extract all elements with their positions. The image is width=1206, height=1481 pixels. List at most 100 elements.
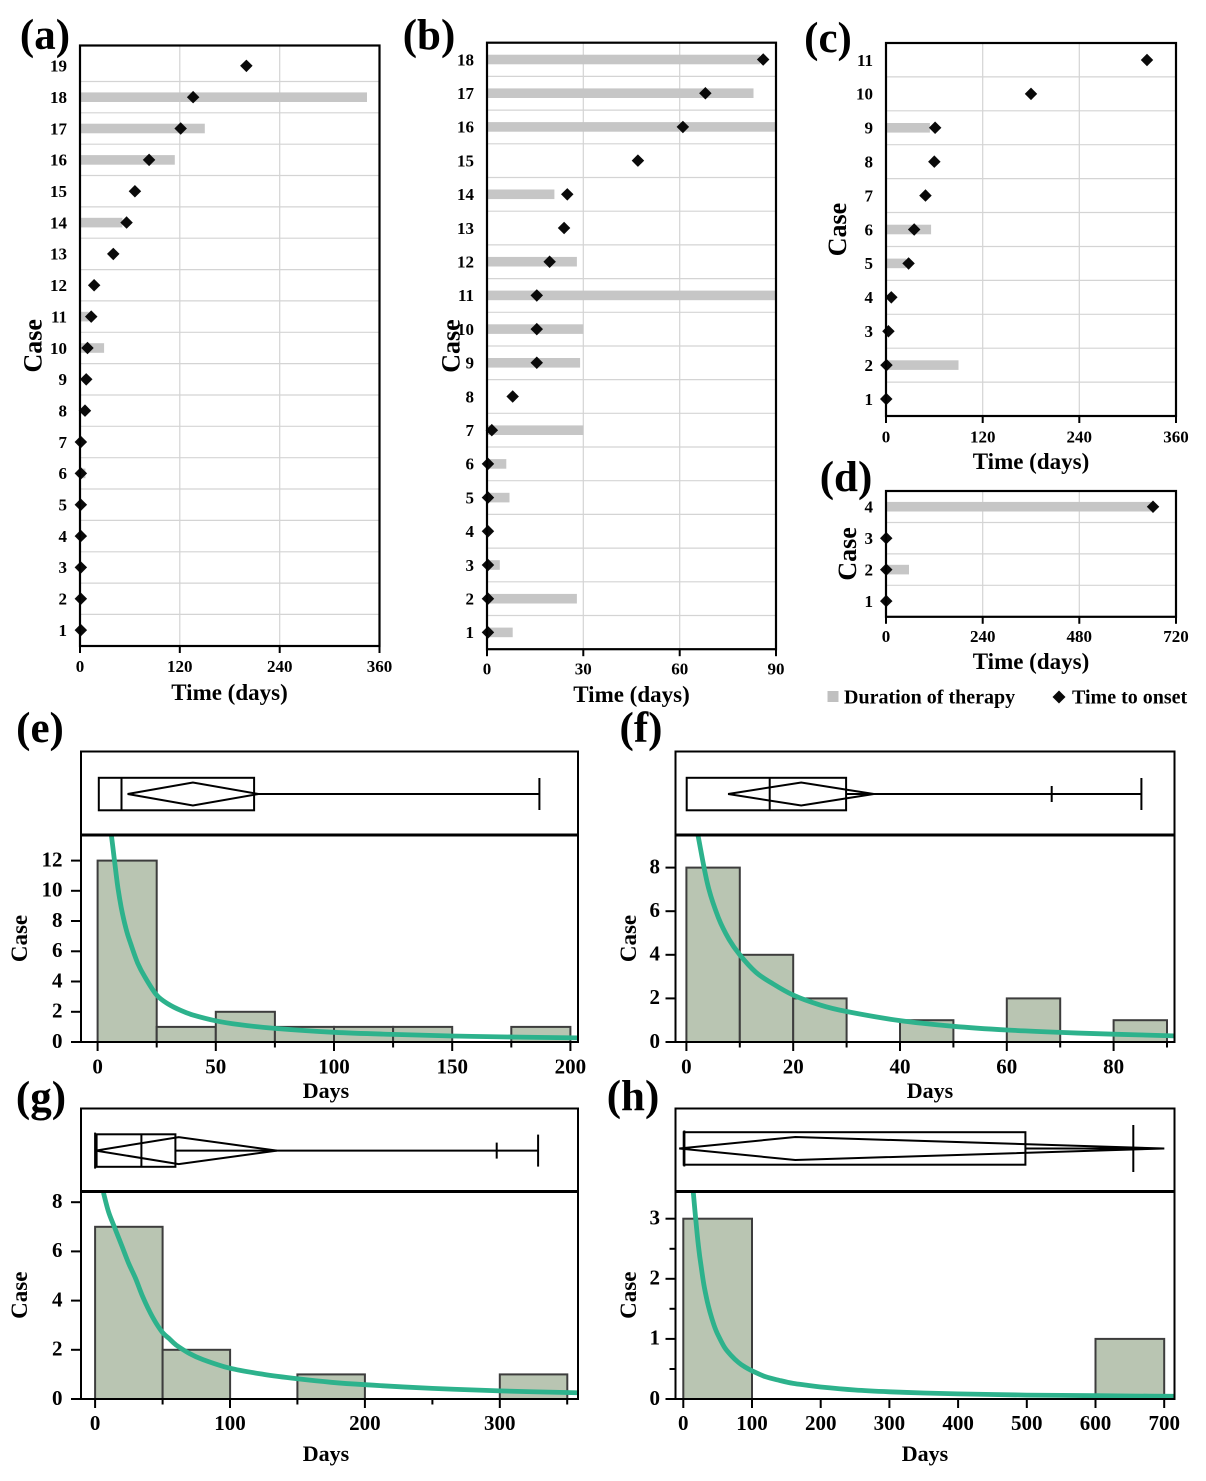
svg-text:1: 1	[466, 623, 475, 642]
svg-text:4: 4	[52, 1287, 63, 1311]
svg-text:6: 6	[52, 938, 63, 962]
svg-text:11: 11	[857, 51, 873, 70]
svg-text:Time to onset: Time to onset	[1072, 687, 1188, 709]
svg-text:0: 0	[92, 1055, 103, 1079]
svg-text:30: 30	[575, 660, 592, 679]
svg-text:3: 3	[466, 556, 475, 575]
svg-text:0: 0	[52, 1386, 63, 1410]
svg-text:7: 7	[466, 421, 475, 440]
svg-text:Case: Case	[616, 1272, 641, 1319]
svg-text:8: 8	[466, 387, 475, 406]
svg-text:17: 17	[457, 84, 475, 103]
svg-text:10: 10	[50, 339, 67, 358]
svg-text:5: 5	[865, 254, 874, 273]
svg-text:Case: Case	[616, 915, 641, 962]
svg-text:16: 16	[457, 118, 474, 137]
svg-text:0: 0	[650, 1386, 661, 1410]
svg-text:Time (days): Time (days)	[573, 682, 690, 707]
svg-text:3: 3	[59, 558, 68, 577]
svg-text:Time (days): Time (days)	[973, 649, 1090, 674]
svg-text:4: 4	[865, 498, 874, 517]
svg-text:Days: Days	[303, 1441, 350, 1466]
svg-text:(b): (b)	[403, 12, 456, 59]
svg-text:480: 480	[1067, 627, 1093, 646]
svg-text:11: 11	[458, 286, 474, 305]
svg-text:60: 60	[671, 660, 688, 679]
svg-text:(a): (a)	[20, 12, 70, 59]
svg-text:3: 3	[650, 1206, 661, 1230]
svg-text:50: 50	[205, 1055, 226, 1079]
svg-text:500: 500	[1011, 1411, 1043, 1435]
svg-text:10: 10	[856, 85, 873, 104]
svg-text:Case: Case	[823, 203, 852, 256]
svg-text:6: 6	[650, 898, 661, 922]
svg-text:0: 0	[90, 1411, 101, 1435]
svg-text:2: 2	[650, 1266, 661, 1290]
svg-text:8: 8	[865, 153, 874, 172]
svg-text:20: 20	[783, 1055, 804, 1079]
svg-text:100: 100	[214, 1411, 246, 1435]
svg-text:9: 9	[466, 354, 475, 373]
svg-text:Duration of therapy: Duration of therapy	[844, 687, 1015, 709]
svg-text:17: 17	[50, 119, 68, 138]
svg-text:0: 0	[681, 1055, 692, 1079]
svg-text:120: 120	[167, 657, 193, 676]
svg-text:Time (days): Time (days)	[973, 449, 1090, 474]
svg-text:8: 8	[52, 1189, 63, 1213]
svg-text:12: 12	[50, 276, 67, 295]
svg-text:10: 10	[457, 320, 474, 339]
svg-text:4: 4	[466, 522, 475, 541]
svg-text:8: 8	[59, 402, 68, 421]
svg-text:(g): (g)	[16, 1074, 66, 1121]
svg-text:100: 100	[318, 1055, 350, 1079]
svg-text:14: 14	[457, 185, 475, 204]
svg-text:0: 0	[76, 657, 85, 676]
svg-text:100: 100	[736, 1411, 768, 1435]
svg-text:2: 2	[52, 1337, 63, 1361]
svg-text:240: 240	[1067, 428, 1093, 447]
svg-text:6: 6	[52, 1238, 63, 1262]
svg-text:Days: Days	[902, 1441, 949, 1466]
svg-text:360: 360	[367, 657, 393, 676]
svg-text:2: 2	[52, 999, 63, 1023]
svg-text:(h): (h)	[607, 1073, 660, 1120]
svg-text:Case: Case	[833, 527, 862, 580]
svg-text:150: 150	[436, 1055, 468, 1079]
svg-text:400: 400	[942, 1411, 974, 1435]
svg-text:0: 0	[882, 428, 891, 447]
svg-text:16: 16	[50, 151, 67, 170]
svg-text:3: 3	[865, 529, 874, 548]
svg-text:Case: Case	[19, 319, 48, 372]
svg-text:(e): (e)	[16, 705, 64, 752]
svg-text:15: 15	[50, 182, 67, 201]
svg-text:6: 6	[466, 455, 475, 474]
svg-text:4: 4	[650, 942, 661, 966]
svg-text:8: 8	[650, 854, 661, 878]
svg-text:200: 200	[555, 1055, 587, 1079]
svg-text:9: 9	[59, 370, 68, 389]
svg-text:0: 0	[650, 1029, 661, 1053]
svg-text:0: 0	[678, 1411, 689, 1435]
svg-text:10: 10	[42, 878, 63, 902]
svg-text:7: 7	[59, 433, 68, 452]
svg-text:Case: Case	[7, 915, 32, 962]
svg-text:240: 240	[970, 627, 996, 646]
svg-text:Days: Days	[303, 1078, 350, 1103]
svg-text:19: 19	[50, 57, 67, 76]
svg-text:(c): (c)	[804, 15, 852, 62]
svg-text:720: 720	[1163, 627, 1189, 646]
svg-text:200: 200	[349, 1411, 381, 1435]
svg-text:240: 240	[267, 657, 293, 676]
svg-text:5: 5	[466, 488, 475, 507]
svg-text:200: 200	[805, 1411, 837, 1435]
svg-text:700: 700	[1148, 1411, 1180, 1435]
svg-text:13: 13	[50, 245, 67, 264]
svg-text:14: 14	[50, 213, 68, 232]
svg-text:60: 60	[996, 1055, 1017, 1079]
svg-text:6: 6	[59, 464, 68, 483]
svg-text:0: 0	[483, 660, 492, 679]
svg-text:5: 5	[59, 496, 68, 515]
svg-text:2: 2	[865, 560, 874, 579]
svg-text:1: 1	[650, 1326, 661, 1350]
svg-text:0: 0	[52, 1029, 63, 1053]
